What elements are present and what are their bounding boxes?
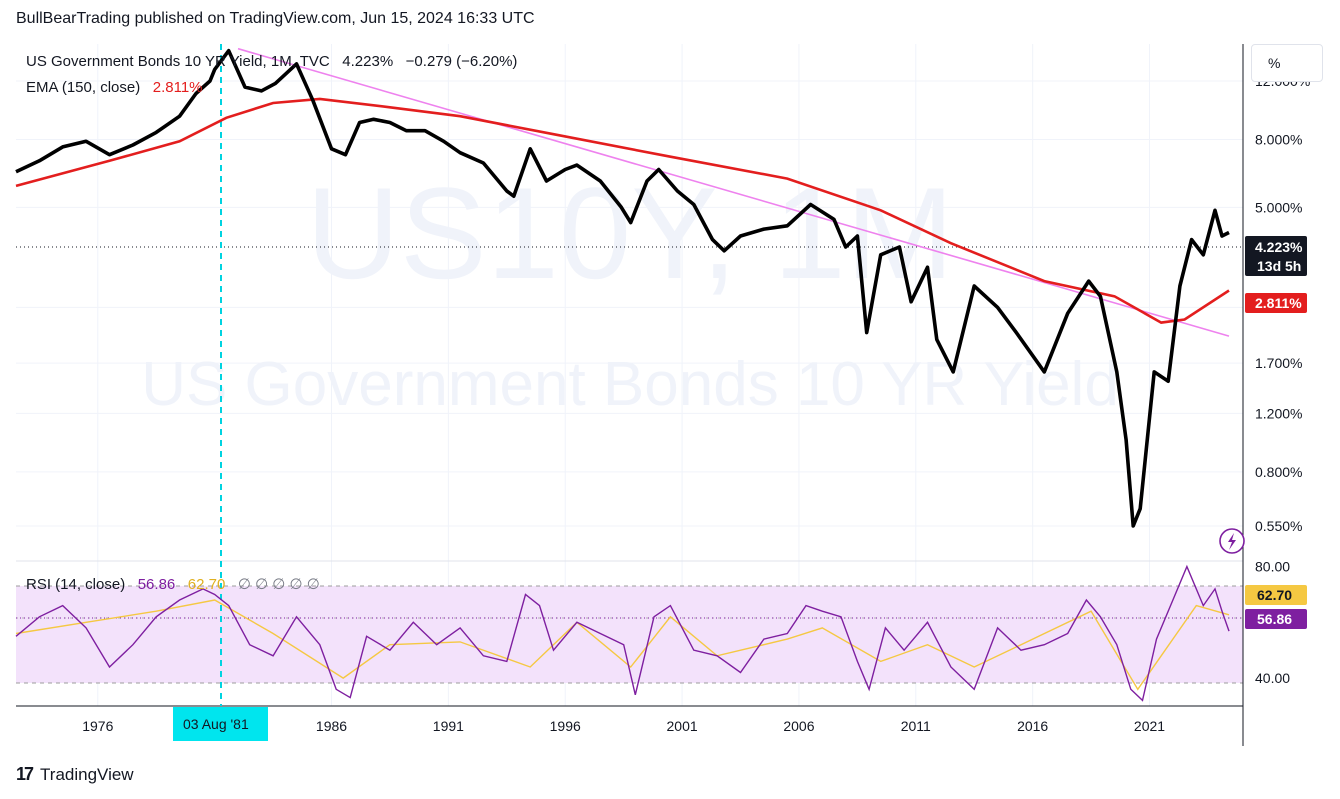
footer: 17 TradingView bbox=[16, 764, 134, 785]
time-tick-label-0: 1976 bbox=[82, 718, 113, 734]
legend-symbol: US Government Bonds 10 YR Yield, 1M, TVC bbox=[26, 53, 330, 70]
legend-ema-label: EMA (150, close) bbox=[26, 79, 141, 96]
rsi-badge: 56.86 bbox=[1245, 609, 1307, 629]
ema-badge: 2.811% bbox=[1245, 293, 1307, 313]
last-price-badge: 4.223% 13d 5h bbox=[1245, 236, 1307, 276]
price-tick-label-4: 1.700% bbox=[1255, 355, 1302, 371]
footer-brand: TradingView bbox=[40, 764, 134, 784]
legend-ema-value: 2.811% bbox=[152, 79, 203, 96]
time-tick-label-1: 1986 bbox=[316, 718, 347, 734]
time-tick-label-2: 1991 bbox=[433, 718, 464, 734]
percent-scale-button[interactable]: % bbox=[1251, 44, 1323, 82]
time-tick-label-5: 2006 bbox=[783, 718, 814, 734]
bolt-icon[interactable] bbox=[1219, 528, 1245, 554]
trendline bbox=[237, 47, 1230, 337]
cursor-time-text: 03 Aug '81 bbox=[183, 716, 249, 732]
watermark: US10Y, 1M US Government Bonds 10 YR Yiel… bbox=[141, 160, 1119, 419]
price-tick-label-7: 0.550% bbox=[1255, 518, 1302, 534]
rsi-tick-label-1: 40.00 bbox=[1255, 670, 1290, 686]
price-tick-label-5: 1.200% bbox=[1255, 405, 1302, 421]
time-tick-label-8: 2021 bbox=[1134, 718, 1165, 734]
legend-last: 4.223% bbox=[342, 53, 394, 70]
rsi-ma-badge: 62.70 bbox=[1245, 585, 1307, 605]
legend-ema[interactable]: EMA (150, close) 2.811% bbox=[26, 79, 203, 96]
rsi-line bbox=[15, 564, 1230, 702]
time-axis-ticks: 1976 1986 1991 1996 2001 2006 2011 2016 2021 bbox=[82, 718, 1165, 734]
legend-rsi[interactable]: RSI (14, close) 56.86 62.70 ∅ ∅ ∅ ∅ ∅ bbox=[26, 575, 320, 593]
time-tick-label-4: 2001 bbox=[667, 718, 698, 734]
ema-line bbox=[15, 97, 1230, 324]
time-tick-label-6: 2011 bbox=[901, 718, 931, 734]
legend-rsi-value: 56.86 bbox=[137, 576, 176, 593]
publisher-line: BullBearTrading published on TradingView… bbox=[16, 10, 535, 27]
rsi-axis-ticks: 80.00 40.00 bbox=[1255, 559, 1290, 687]
watermark-symbol: US10Y, 1M bbox=[306, 160, 954, 306]
rsi-ma-badge-value: 62.70 bbox=[1257, 587, 1292, 603]
time-tick-label-3: 1996 bbox=[550, 718, 581, 734]
price-tick-label-2: 5.000% bbox=[1255, 199, 1302, 215]
price-tick-label-1: 8.000% bbox=[1255, 131, 1302, 147]
rsi-tick-label-0: 80.00 bbox=[1255, 559, 1290, 575]
watermark-name: US Government Bonds 10 YR Yield bbox=[141, 350, 1119, 419]
rsi-ma-line bbox=[15, 599, 1230, 691]
legend-rsi-label: RSI (14, close) bbox=[26, 576, 126, 593]
last-price-badge-value: 4.223% bbox=[1255, 239, 1303, 255]
ema-badge-value: 2.811% bbox=[1255, 295, 1302, 311]
legend-change: −0.279 (−6.20%) bbox=[405, 53, 518, 70]
tradingview-logo-icon: 17 bbox=[16, 764, 34, 784]
time-tick-label-7: 2016 bbox=[1017, 718, 1048, 734]
countdown-badge: 13d 5h bbox=[1257, 258, 1301, 274]
price-line bbox=[15, 48, 1230, 528]
cursor-time-label: 03 Aug '81 bbox=[173, 707, 268, 741]
legend-rsi-ma-value: 62.70 bbox=[187, 576, 226, 593]
legend-main[interactable]: US Government Bonds 10 YR Yield, 1M, TVC… bbox=[26, 53, 517, 70]
rsi-badge-value: 56.86 bbox=[1257, 611, 1292, 627]
price-tick-label-6: 0.800% bbox=[1255, 464, 1302, 480]
legend-rsi-extra: ∅ ∅ ∅ ∅ ∅ bbox=[237, 576, 320, 593]
